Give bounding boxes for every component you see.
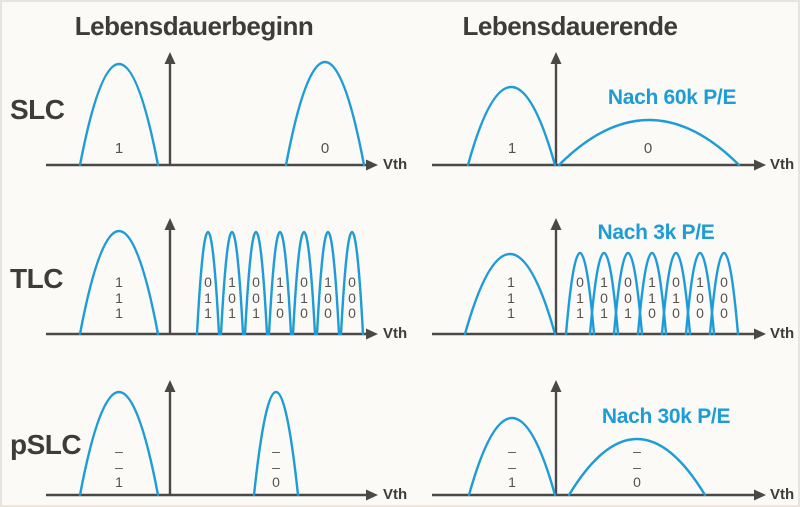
bit-stack-label: 1 0 0 [696, 274, 704, 321]
y-axis-arrowhead [550, 380, 562, 392]
tlc-right-curve-101 [588, 251, 620, 336]
bit-label: 1 [507, 140, 517, 157]
slc-right-curve-0-widened [557, 118, 741, 167]
tlc-left-curve-101 [219, 231, 245, 336]
tlc-left-curve-000 [339, 231, 365, 336]
annotation-tlc-pe-cycles: Nach 3k P/E [597, 221, 715, 244]
tlc-right-curve-010 [660, 251, 692, 336]
row-label-pslc: pSLC [10, 429, 82, 460]
vth-axis-label: Vth [770, 156, 795, 173]
bit-stack-label: 1 0 1 [600, 274, 608, 321]
slc-right-curve-1 [466, 85, 557, 167]
tlc-right-curve-011 [564, 251, 596, 336]
tlc-left-curve-111 [78, 229, 160, 336]
column-header-begin: Lebensdauerbeginn [74, 11, 314, 41]
bit-stack-label: 1 1 0 [276, 274, 284, 321]
bit-stack-label: 1 1 1 [507, 274, 515, 321]
tlc-left-curve-001 [243, 231, 269, 336]
x-axis-arrowhead [366, 159, 378, 171]
bit-stack-label: 0 1 0 [300, 274, 308, 321]
tlc-right-curve-111 [463, 252, 557, 336]
annotation-slc-pe-cycles: Nach 60k P/E [607, 86, 737, 109]
y-axis-arrowhead [164, 218, 176, 230]
pslc-left-axes [46, 380, 378, 501]
tlc-right-curve-100 [684, 251, 716, 336]
bit-stack-label: – – 1 [115, 443, 123, 490]
tlc-left-curve-100 [315, 231, 341, 336]
slc-right-axes [432, 52, 766, 171]
x-axis-arrowhead [754, 489, 766, 501]
row-label-slc: SLC [10, 94, 65, 125]
y-axis-arrowhead [550, 52, 562, 64]
bit-label: 0 [320, 140, 330, 157]
row-label-tlc: TLC [10, 263, 63, 294]
bit-stack-label: – – 0 [272, 443, 280, 490]
x-axis-arrowhead [754, 159, 766, 171]
tlc-right-curve-001 [612, 251, 644, 336]
bit-stack-label: 0 1 1 [576, 274, 584, 321]
annotation-pslc-pe-cycles: Nach 30k P/E [601, 405, 731, 428]
bit-stack-label: 1 0 1 [228, 274, 236, 321]
tlc-left-curve-110 [267, 231, 293, 336]
tlc-left-curve-011 [195, 231, 221, 336]
pslc-right-curve-1 [467, 416, 557, 497]
pslc-left-curve-0 [252, 390, 300, 497]
bit-label: 1 [114, 140, 124, 157]
x-axis-arrowhead [754, 328, 766, 340]
x-axis-arrowhead [366, 489, 378, 501]
bit-stack-label: 1 0 0 [324, 274, 332, 321]
tlc-left-curve-010 [291, 231, 317, 336]
bit-stack-label: – – 0 [633, 443, 641, 490]
bit-label: 0 [643, 140, 653, 157]
vth-axis-label: Vth [770, 325, 795, 342]
bit-stack-label: 1 1 1 [115, 274, 123, 321]
y-axis-arrowhead [550, 218, 562, 230]
bit-stack-label: 0 1 0 [672, 274, 680, 321]
column-header-end: Lebensdauerende [462, 11, 678, 41]
y-axis-arrowhead [164, 52, 176, 64]
bit-stack-label: 0 0 1 [252, 274, 260, 321]
x-axis-arrowhead [366, 328, 378, 340]
bit-stack-label: 1 1 0 [648, 274, 656, 321]
bit-stack-label: 0 0 1 [624, 274, 632, 321]
slc-left-curve-1 [78, 62, 160, 167]
bit-stack-label: 0 0 0 [348, 274, 356, 321]
tlc-right-curve-000 [708, 251, 740, 336]
vth-axis-label: Vth [383, 486, 408, 503]
vth-axis-label: Vth [770, 486, 795, 503]
pslc-left-curve-1 [78, 390, 160, 497]
bit-stack-label: – – 1 [508, 443, 516, 490]
vth-axis-label: Vth [383, 156, 408, 173]
vth-axis-label: Vth [383, 325, 408, 342]
slc-left-axes [46, 52, 378, 171]
slc-left-curve-0 [284, 60, 366, 167]
pslc-right-curve-0-widened [567, 438, 707, 497]
y-axis-arrowhead [164, 380, 176, 392]
pslc-right-axes [432, 380, 766, 501]
bit-stack-label: 0 0 0 [720, 274, 728, 321]
tlc-right-curve-110 [636, 251, 668, 336]
bit-stack-label: 0 1 1 [204, 274, 212, 321]
